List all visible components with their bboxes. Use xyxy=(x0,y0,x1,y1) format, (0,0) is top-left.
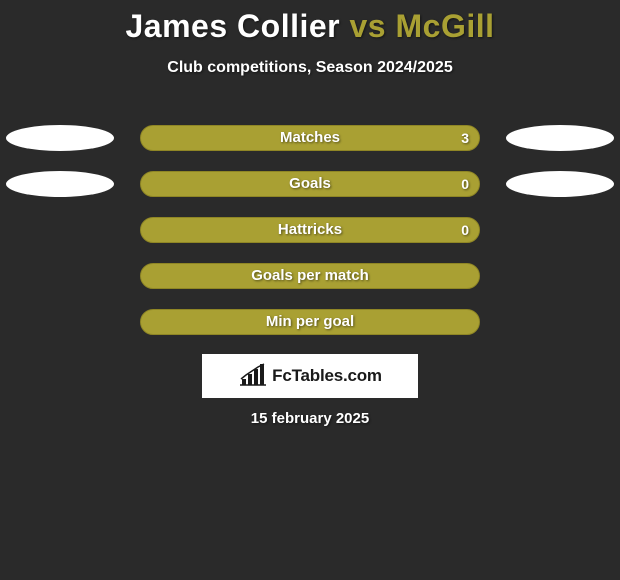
stat-label: Goals xyxy=(141,172,479,196)
date-label: 15 february 2025 xyxy=(0,410,620,427)
stat-row: Goals 0 xyxy=(0,166,620,212)
stat-value-right: 3 xyxy=(461,126,469,150)
logo-box: FcTables.com xyxy=(202,354,418,398)
stat-label: Min per goal xyxy=(141,310,479,334)
stat-bar: Goals per match xyxy=(140,263,480,289)
stat-label: Matches xyxy=(141,126,479,150)
stat-bar: Goals 0 xyxy=(140,171,480,197)
player2-value-ellipse xyxy=(506,125,614,151)
comparison-title: James Collier vs McGill xyxy=(0,0,620,45)
stat-value-right: 0 xyxy=(461,218,469,242)
player1-value-ellipse xyxy=(6,171,114,197)
stat-row: Hattricks 0 xyxy=(0,212,620,258)
stat-bar: Matches 3 xyxy=(140,125,480,151)
stat-bar: Hattricks 0 xyxy=(140,217,480,243)
logo-text: FcTables.com xyxy=(272,366,382,386)
stat-label: Hattricks xyxy=(141,218,479,242)
vs-label: vs xyxy=(350,8,387,44)
player1-value-ellipse xyxy=(6,125,114,151)
stat-label: Goals per match xyxy=(141,264,479,288)
player1-name: James Collier xyxy=(126,8,341,44)
stat-row: Matches 3 xyxy=(0,120,620,166)
stat-bar: Min per goal xyxy=(140,309,480,335)
stats-rows: Matches 3 Goals 0 Hattricks xyxy=(0,120,620,350)
stat-row: Goals per match xyxy=(0,258,620,304)
subtitle: Club competitions, Season 2024/2025 xyxy=(0,59,620,77)
bar-chart-icon xyxy=(238,363,268,389)
player2-value-ellipse xyxy=(506,171,614,197)
comparison-infographic: James Collier vs McGill Club competition… xyxy=(0,0,620,580)
player2-name: McGill xyxy=(395,8,494,44)
stat-value-right: 0 xyxy=(461,172,469,196)
stat-row: Min per goal xyxy=(0,304,620,350)
